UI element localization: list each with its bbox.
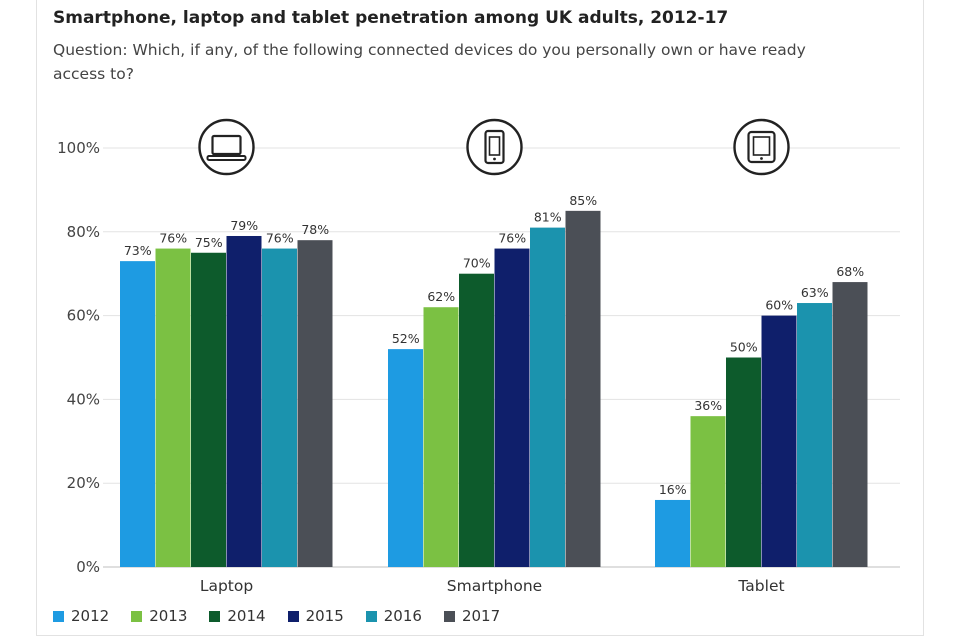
bar [297, 240, 333, 567]
data-label: 62% [427, 289, 455, 304]
laptop-icon [198, 118, 255, 176]
data-label: 76% [498, 231, 526, 246]
y-tick-label: 100% [57, 139, 100, 157]
data-label: 76% [266, 231, 294, 246]
data-label: 76% [159, 231, 187, 246]
bar [690, 416, 726, 567]
y-tick-label: 0% [76, 558, 100, 576]
bar [191, 252, 226, 567]
legend-swatch [53, 610, 64, 622]
legend-item: 2015 [287, 607, 344, 625]
data-label: 36% [694, 398, 722, 413]
y-tick-label: 80% [67, 223, 100, 241]
legend-label: 2012 [71, 607, 110, 625]
legend-label: 2013 [149, 607, 188, 625]
x-category-label: Smartphone [447, 577, 542, 595]
data-label: 75% [195, 235, 223, 250]
y-tick-label: 20% [67, 474, 100, 492]
bar [797, 303, 832, 567]
y-tick-label: 60% [67, 307, 100, 325]
legend-swatch [131, 610, 143, 622]
data-label: 81% [534, 210, 562, 225]
legend-label: 2015 [305, 607, 344, 625]
legend-swatch [287, 610, 299, 622]
data-label: 68% [836, 264, 864, 279]
legend-item: 2012 [53, 607, 109, 625]
legend: 2012 2013 2014 2015 2016 2017 [53, 606, 522, 626]
data-label: 50% [730, 340, 758, 355]
data-label: 85% [569, 193, 597, 208]
legend-item: 2017 [443, 607, 501, 625]
data-label: 52% [392, 331, 420, 346]
y-tick-label: 40% [67, 390, 100, 408]
data-label: 63% [801, 285, 829, 300]
smartphone-icon [466, 118, 523, 176]
legend-swatch [365, 610, 377, 622]
legend-swatch [209, 610, 221, 622]
data-label: 16% [659, 482, 687, 497]
x-category-label: Tablet [737, 577, 784, 595]
legend-label: 2017 [461, 607, 501, 625]
bar [494, 248, 530, 567]
bar [262, 248, 297, 567]
bar [655, 499, 690, 567]
bar [565, 210, 601, 567]
legend-item: 2013 [131, 607, 187, 625]
bar [530, 227, 565, 568]
legend-swatch [443, 610, 455, 622]
legend-item: 2016 [365, 607, 422, 625]
tablet-icon [733, 118, 790, 176]
data-label: 78% [301, 222, 329, 237]
bar [155, 248, 191, 567]
bar [423, 307, 459, 567]
bar [388, 349, 423, 567]
data-label: 60% [765, 298, 793, 313]
bar [120, 261, 155, 567]
bar [726, 357, 761, 567]
bar [761, 315, 797, 567]
legend-item: 2014 [209, 607, 266, 625]
data-label: 70% [463, 256, 491, 271]
chart-frame [36, 0, 924, 636]
chart-subtitle: Question: Which, if any, of the followin… [53, 41, 806, 83]
legend-label: 2014 [227, 607, 266, 625]
x-category-label: Laptop [200, 577, 253, 595]
data-label: 73% [124, 243, 152, 258]
bar [226, 235, 262, 568]
legend-label: 2016 [383, 607, 422, 625]
bar [832, 282, 868, 567]
chart-title: Smartphone, laptop and tablet penetratio… [53, 8, 729, 28]
bar [459, 273, 494, 567]
data-label: 79% [230, 218, 258, 233]
